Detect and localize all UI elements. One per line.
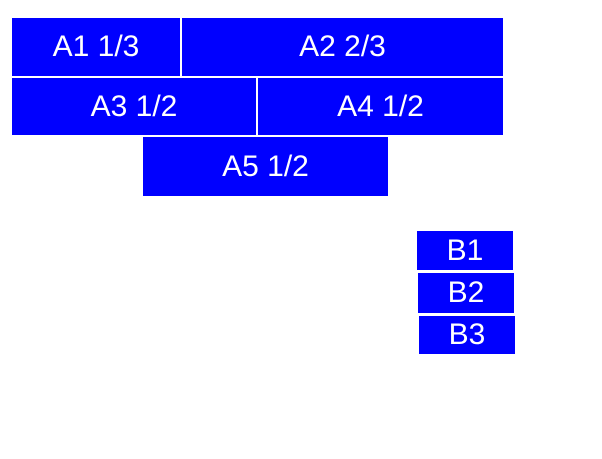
flex-item-a2: A2 2/3 — [182, 18, 503, 76]
flex-item-b2: B2 — [418, 273, 514, 313]
flex-item-a1: A1 1/3 — [12, 18, 180, 76]
flex-item-a5: A5 1/2 — [143, 137, 388, 196]
flex-item-a4: A4 1/2 — [258, 78, 503, 135]
flex-item-b3: B3 — [419, 316, 515, 354]
flex-item-a3: A3 1/2 — [12, 78, 256, 135]
flex-item-b1: B1 — [417, 231, 513, 270]
